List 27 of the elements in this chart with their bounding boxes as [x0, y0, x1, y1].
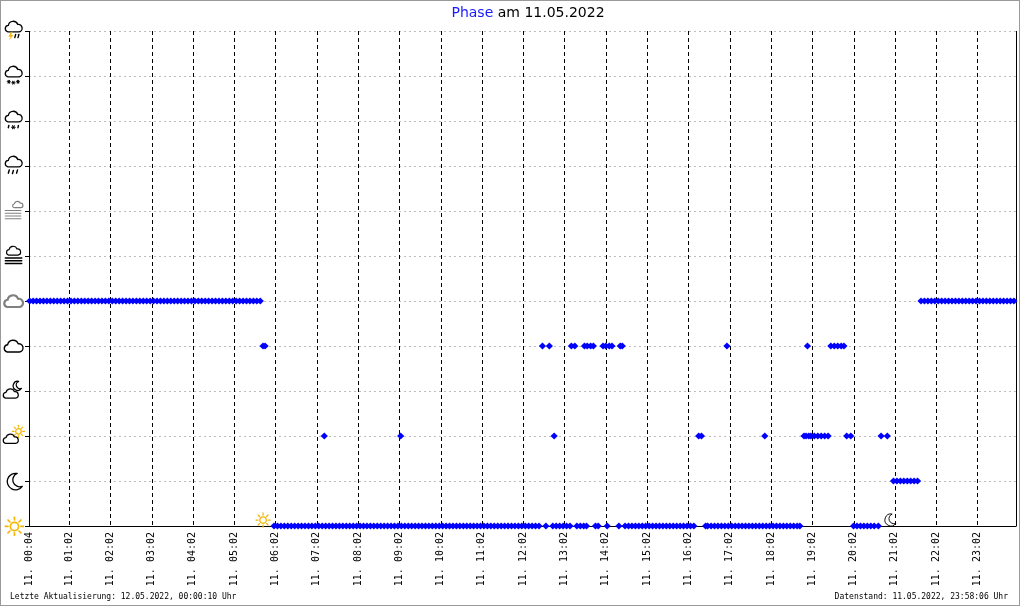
x-tick-label: 11. 01:02 [62, 532, 74, 587]
x-tick-label: 11. 13:02 [558, 532, 570, 587]
x-tick-label: 11. 20:02 [847, 532, 859, 587]
x-tick-label: 11. 16:02 [681, 532, 693, 587]
x-tick-label: 11. 04:02 [186, 532, 198, 587]
x-tick-label: 11. 22:02 [929, 532, 941, 587]
x-tick-label: 11. 03:02 [145, 532, 157, 587]
x-tick-label: 11. 02:02 [103, 532, 115, 587]
chart-title: Phase am 11.05.2022 [451, 4, 605, 20]
x-tick-label: 11. 10:02 [434, 532, 446, 587]
x-tick-label: 11. 00:04 [22, 532, 34, 587]
text: Letzte Aktualisierung: 12.05.2022, 00:00:10 Uhr [10, 592, 237, 601]
x-tick-label: 11. 07:02 [310, 532, 322, 587]
x-tick-label: 11. 12:02 [516, 532, 528, 587]
text: Datenstand: 11.05.2022, 23:58:06 Uhr [834, 592, 1008, 601]
x-tick-label: 11. 14:02 [599, 532, 611, 587]
x-tick-label: 11. 11:02 [475, 532, 487, 587]
x-tick-label: 11. 19:02 [805, 532, 817, 587]
x-tick-label: 11. 05:02 [227, 532, 239, 587]
x-tick-label: 11. 09:02 [392, 532, 404, 587]
x-tick-label: 11. 21:02 [888, 532, 900, 587]
x-tick-label: 11. 17:02 [723, 532, 735, 587]
x-tick-label: 11. 18:02 [764, 532, 776, 587]
x-tick-label: 11. 06:02 [269, 532, 280, 587]
x-tick-label: 11. 23:02 [971, 532, 983, 587]
x-tick-label: 11. 08:02 [351, 532, 363, 587]
x-tick-label: 11. 15:02 [640, 532, 652, 587]
